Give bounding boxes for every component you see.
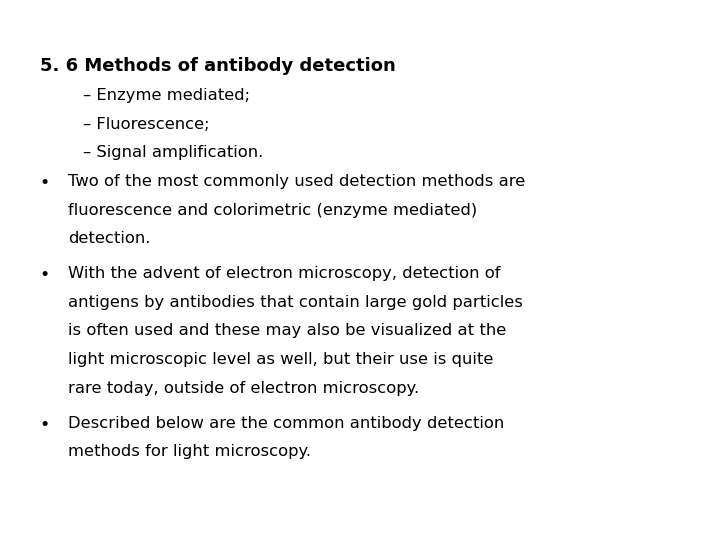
Text: •: • bbox=[40, 266, 50, 284]
Text: is often used and these may also be visualized at the: is often used and these may also be visu… bbox=[68, 323, 507, 339]
Text: •: • bbox=[40, 416, 50, 434]
Text: Two of the most commonly used detection methods are: Two of the most commonly used detection … bbox=[68, 174, 526, 189]
Text: rare today, outside of electron microscopy.: rare today, outside of electron microsco… bbox=[68, 381, 420, 396]
Text: methods for light microscopy.: methods for light microscopy. bbox=[68, 444, 311, 460]
Text: – Fluorescence;: – Fluorescence; bbox=[83, 117, 210, 132]
Text: Described below are the common antibody detection: Described below are the common antibody … bbox=[68, 416, 505, 431]
Text: 5. 6 Methods of antibody detection: 5. 6 Methods of antibody detection bbox=[40, 57, 395, 75]
Text: light microscopic level as well, but their use is quite: light microscopic level as well, but the… bbox=[68, 352, 494, 367]
Text: detection.: detection. bbox=[68, 231, 150, 246]
Text: With the advent of electron microscopy, detection of: With the advent of electron microscopy, … bbox=[68, 266, 501, 281]
Text: antigens by antibodies that contain large gold particles: antigens by antibodies that contain larg… bbox=[68, 295, 523, 310]
Text: •: • bbox=[40, 174, 50, 192]
Text: – Signal amplification.: – Signal amplification. bbox=[83, 145, 263, 160]
Text: – Enzyme mediated;: – Enzyme mediated; bbox=[83, 88, 250, 103]
Text: fluorescence and colorimetric (enzyme mediated): fluorescence and colorimetric (enzyme me… bbox=[68, 202, 477, 218]
